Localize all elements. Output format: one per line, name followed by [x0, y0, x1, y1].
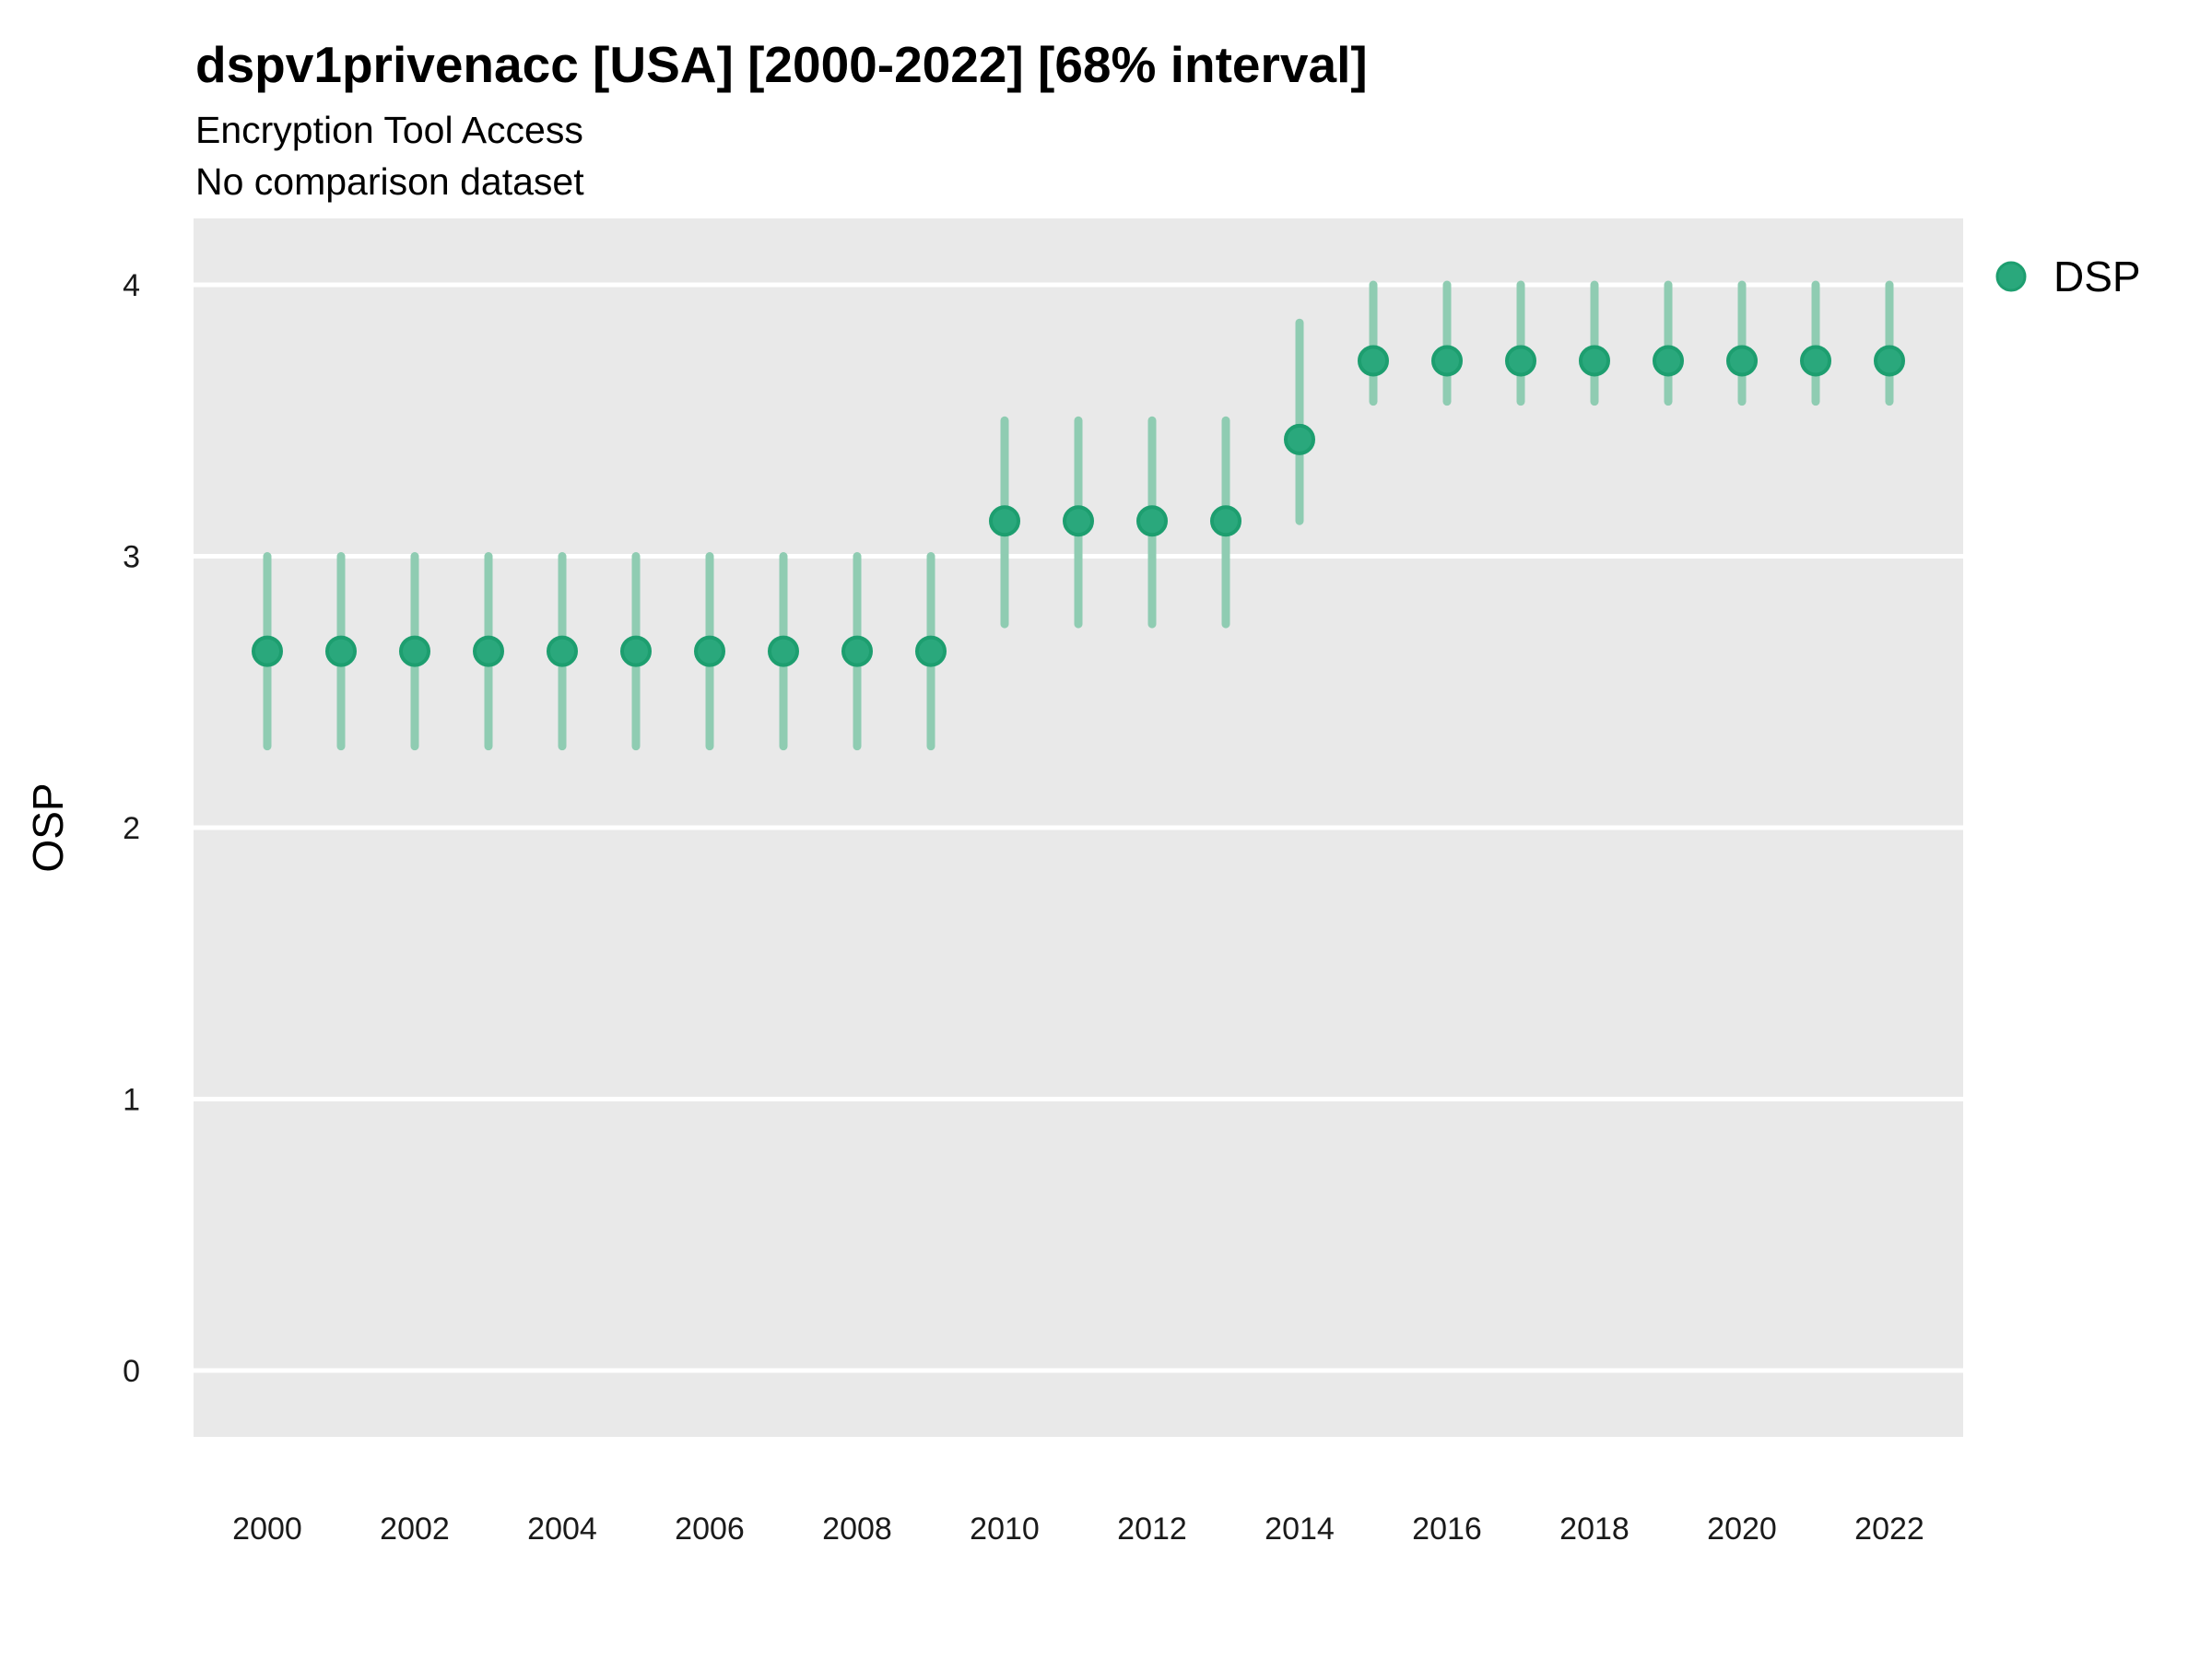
data-point [252, 635, 283, 667]
data-point [1726, 345, 1758, 377]
data-point [1431, 345, 1463, 377]
data-point [1579, 345, 1610, 377]
data-point [1136, 505, 1168, 537]
x-axis-tick-labels: 2000 2002 2004 2006 2008 2010 2012 2014 2016 2018… [232, 1512, 1924, 1547]
data-point [694, 635, 725, 667]
x-tick-label: 2006 [675, 1512, 745, 1547]
x-tick-label: 2022 [1854, 1512, 1924, 1547]
data-point [989, 505, 1020, 537]
legend-label: DSP [2053, 253, 2141, 300]
data-points-group [252, 345, 1905, 667]
y-tick-label: 0 [123, 1354, 140, 1389]
x-tick-label: 2012 [1117, 1512, 1187, 1547]
data-point [841, 635, 873, 667]
x-tick-label: 2020 [1707, 1512, 1777, 1547]
y-axis-title: OSP [24, 782, 72, 872]
y-tick-label: 1 [123, 1082, 140, 1117]
legend: DSP [1995, 253, 2141, 300]
y-tick-label: 3 [123, 539, 140, 574]
x-tick-label: 2014 [1265, 1512, 1335, 1547]
data-point [1653, 345, 1684, 377]
legend-dot-icon [1995, 261, 2027, 292]
data-point [399, 635, 430, 667]
chart-comparison-note: No comparison dataset [195, 160, 584, 203]
y-tick-label: 2 [123, 811, 140, 846]
data-point [325, 635, 357, 667]
x-tick-label: 2016 [1412, 1512, 1482, 1547]
data-point [1800, 345, 1831, 377]
data-point [473, 635, 504, 667]
x-tick-label: 2004 [527, 1512, 597, 1547]
data-point [620, 635, 652, 667]
data-point [1210, 505, 1241, 537]
data-point [768, 635, 799, 667]
data-point [1358, 345, 1389, 377]
y-tick-label: 4 [123, 268, 140, 303]
data-point [915, 635, 947, 667]
x-tick-label: 2010 [970, 1512, 1040, 1547]
y-axis-tick-labels: 0 1 2 3 4 [123, 268, 140, 1389]
x-tick-label: 2000 [232, 1512, 302, 1547]
data-point [1874, 345, 1905, 377]
data-point [1505, 345, 1536, 377]
data-point [547, 635, 578, 667]
data-point [1284, 423, 1315, 455]
data-point [1063, 505, 1094, 537]
chart-subtitle: Encryption Tool Access [195, 109, 583, 151]
chart-title: dspv1privenacc [USA] [2000-2022] [68% in… [195, 36, 1368, 93]
x-tick-label: 2002 [380, 1512, 450, 1547]
x-tick-label: 2018 [1559, 1512, 1630, 1547]
x-tick-label: 2008 [822, 1512, 892, 1547]
